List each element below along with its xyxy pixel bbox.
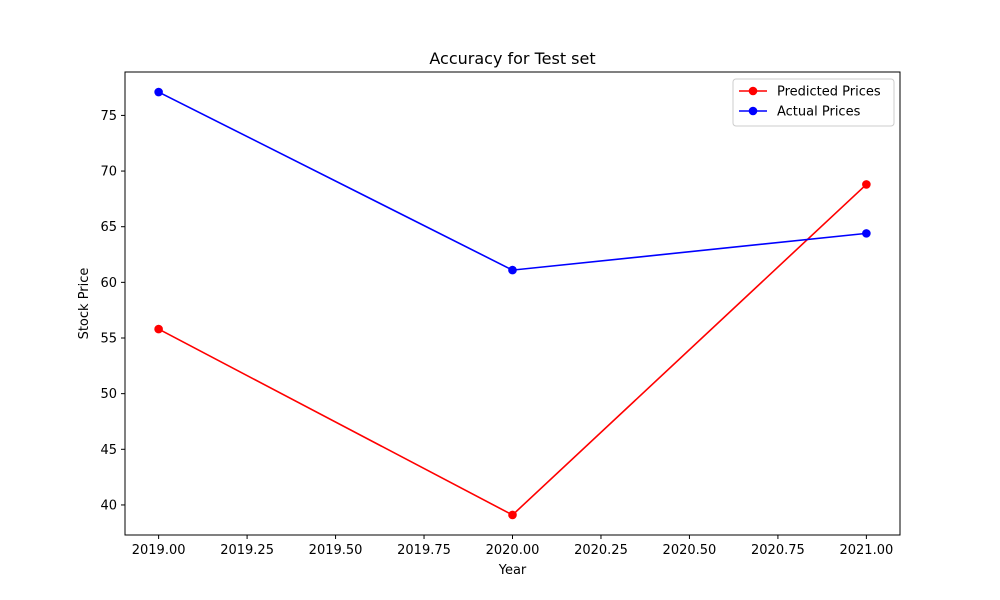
x-tick-label: 2020.75	[751, 543, 805, 558]
x-tick-label: 2019.25	[220, 543, 274, 558]
y-tick-label: 55	[100, 332, 117, 347]
y-axis-title: Stock Price	[77, 268, 92, 340]
legend-item: Predicted Prices	[739, 85, 881, 100]
data-point	[862, 180, 871, 189]
y-axis-ticks: 40 45 50 55 60 65 70 75	[100, 109, 125, 513]
y-tick-label: 75	[100, 109, 117, 124]
x-tick-label: 2020.50	[663, 543, 717, 558]
legend-box	[732, 78, 895, 127]
x-tick-label: 2020.00	[486, 543, 540, 558]
x-axis-title: Year	[498, 563, 527, 578]
series-0	[154, 180, 871, 520]
y-tick-label: 70	[100, 165, 117, 180]
y-tick-label: 65	[100, 220, 117, 235]
data-point	[862, 229, 871, 238]
x-tick-label: 2019.50	[309, 543, 363, 558]
data-point	[154, 87, 163, 97]
x-axis-ticks: 2019.00 2019.25 2019.50 2019.75 2020.00 2020.…	[132, 535, 893, 558]
x-tick-label: 2021.00	[839, 543, 893, 558]
data-point	[154, 324, 163, 334]
legend-marker	[748, 86, 758, 96]
legend-label: Predicted Prices	[777, 85, 881, 100]
series-1	[154, 87, 871, 275]
y-tick-label: 60	[100, 276, 117, 291]
legend-marker	[748, 106, 758, 116]
legend-item: Actual Prices	[739, 105, 861, 120]
data-point	[508, 265, 517, 275]
y-tick-label: 45	[100, 443, 117, 458]
legend-label: Actual Prices	[777, 105, 861, 120]
x-tick-label: 2020.25	[574, 543, 628, 558]
y-tick-label: 50	[100, 387, 117, 402]
y-tick-label: 40	[100, 498, 117, 513]
chart-title: Accuracy for Test set	[429, 49, 595, 68]
x-tick-label: 2019.00	[132, 543, 186, 558]
series-layer	[154, 87, 871, 520]
legend: Predicted Prices Actual Prices	[732, 78, 895, 127]
data-point	[508, 510, 517, 520]
x-tick-label: 2019.75	[397, 543, 451, 558]
